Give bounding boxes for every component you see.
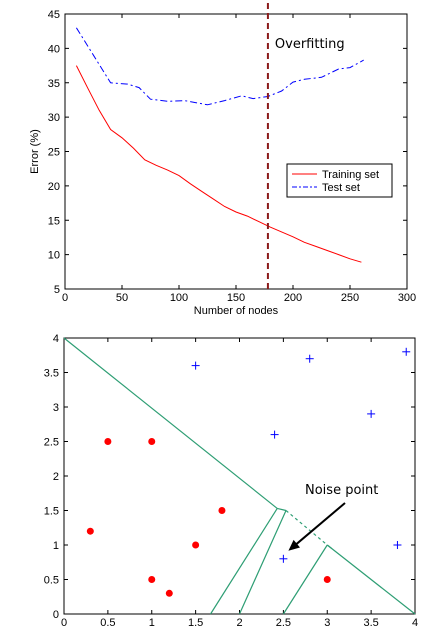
decision-boundaries — [63, 337, 416, 615]
class-a-point — [323, 576, 331, 583]
decision-boundary-dashed-segment — [285, 510, 328, 546]
class-a-point — [104, 438, 112, 445]
top-x-tick-label: 100 — [170, 292, 188, 304]
top-x-tick-label: 150 — [227, 292, 245, 304]
top-plot-frame — [64, 13, 408, 290]
bottom-x-tick-label: 1 — [149, 617, 155, 629]
bottom-x-tick-label: 1.5 — [188, 617, 203, 629]
class-a-point — [218, 507, 226, 514]
top-y-axis-label: Error (%) — [29, 129, 41, 174]
top-y-tick-label: 30 — [48, 112, 60, 124]
decision-boundary-segment — [326, 544, 416, 615]
top-x-tick-label: 300 — [398, 292, 416, 304]
legend-box — [286, 163, 393, 198]
top-series-lines — [75, 27, 364, 263]
top-y-tick-label: 20 — [48, 181, 60, 193]
top-x-tick-label: 250 — [341, 292, 359, 304]
bottom-y-tick-label: 3 — [53, 402, 59, 414]
bottom-y-tick-label: 1.5 — [44, 506, 59, 518]
top-y-tick-label: 25 — [48, 147, 60, 159]
top-x-tick-label: 0 — [62, 292, 68, 304]
top-y-tick-label: 5 — [54, 284, 60, 296]
decision-boundary-scatter: 0 0.5 1 1.5 2 2.5 3 3.5 4 0 0.5 1 1.5 2 2.5 3 3.5 4 Noise… — [44, 333, 418, 629]
bottom-x-tick-label: 2 — [236, 617, 242, 629]
decision-boundary-segment — [238, 510, 287, 615]
decision-boundary-segment — [210, 508, 278, 615]
class-b-point — [402, 347, 411, 356]
top-y-tick-label: 35 — [48, 78, 60, 90]
top-y-tick-label: 40 — [48, 43, 60, 55]
top-x-axis-label: Number of nodes — [194, 305, 279, 317]
decision-boundary-segment — [63, 337, 278, 509]
top-x-tick-label: 50 — [116, 292, 128, 304]
legend-label-training: Training set — [322, 169, 379, 181]
decision-boundary-segment — [277, 507, 287, 512]
class-a-point — [86, 527, 94, 535]
top-y-tick-label: 15 — [48, 215, 60, 227]
class-b-point — [305, 354, 314, 363]
class-b-point — [191, 361, 200, 370]
class-a-point — [148, 576, 156, 583]
bottom-x-tick-label: 3.5 — [363, 617, 378, 629]
top-x-tick-label: 200 — [284, 292, 302, 304]
training-test-error-chart: 0 50 100 150 200 250 300 5 10 15 20 25 30 35 40 45 Over… — [29, 3, 416, 317]
class-b-point — [279, 554, 288, 563]
bottom-y-tick-label: 0.5 — [44, 575, 59, 587]
noise-point-arrow — [293, 502, 346, 547]
bottom-x-tick-label: 0.5 — [100, 617, 115, 629]
noise-point-arrowhead — [288, 539, 300, 551]
bottom-y-tick-label: 3.5 — [44, 368, 59, 380]
class-a-point — [165, 589, 173, 597]
top-axis-ticks: 0 50 100 150 200 250 300 5 10 15 20 25 30 35 40 45 — [48, 9, 416, 304]
top-y-tick-label: 10 — [48, 250, 60, 262]
decision-boundary-segment — [326, 544, 333, 549]
overfitting-annotation: Overfitting — [275, 37, 345, 52]
class-b-point — [367, 409, 376, 418]
decision-boundary-segment — [282, 544, 328, 615]
bottom-x-tick-label: 0 — [61, 617, 67, 629]
top-y-tick-label: 45 — [48, 9, 60, 21]
top-legend: Training set Test set — [286, 163, 393, 198]
bottom-x-tick-label: 3 — [324, 617, 330, 629]
bottom-y-tick-label: 1 — [53, 540, 59, 552]
class-b-point — [393, 541, 402, 549]
scatter-points — [86, 347, 411, 597]
bottom-y-tick-label: 4 — [53, 333, 59, 345]
class-a-point — [192, 541, 200, 549]
noise-point-annotation: Noise point — [305, 483, 378, 498]
bottom-axis-ticks: 0 0.5 1 1.5 2 2.5 3 3.5 4 0 0.5 1 1.5 2 2.5 3 3.5 4 — [44, 333, 418, 629]
test-set-line — [75, 27, 364, 106]
class-a-point — [148, 438, 156, 445]
legend-label-test: Test set — [322, 182, 360, 194]
bottom-y-tick-label: 2.5 — [44, 437, 59, 449]
training-set-line — [75, 65, 362, 263]
bottom-x-tick-label: 4 — [412, 617, 418, 629]
bottom-y-tick-label: 0 — [53, 609, 59, 621]
class-b-point — [270, 430, 279, 439]
bottom-y-tick-label: 2 — [53, 471, 59, 483]
bottom-x-tick-label: 2.5 — [276, 617, 291, 629]
